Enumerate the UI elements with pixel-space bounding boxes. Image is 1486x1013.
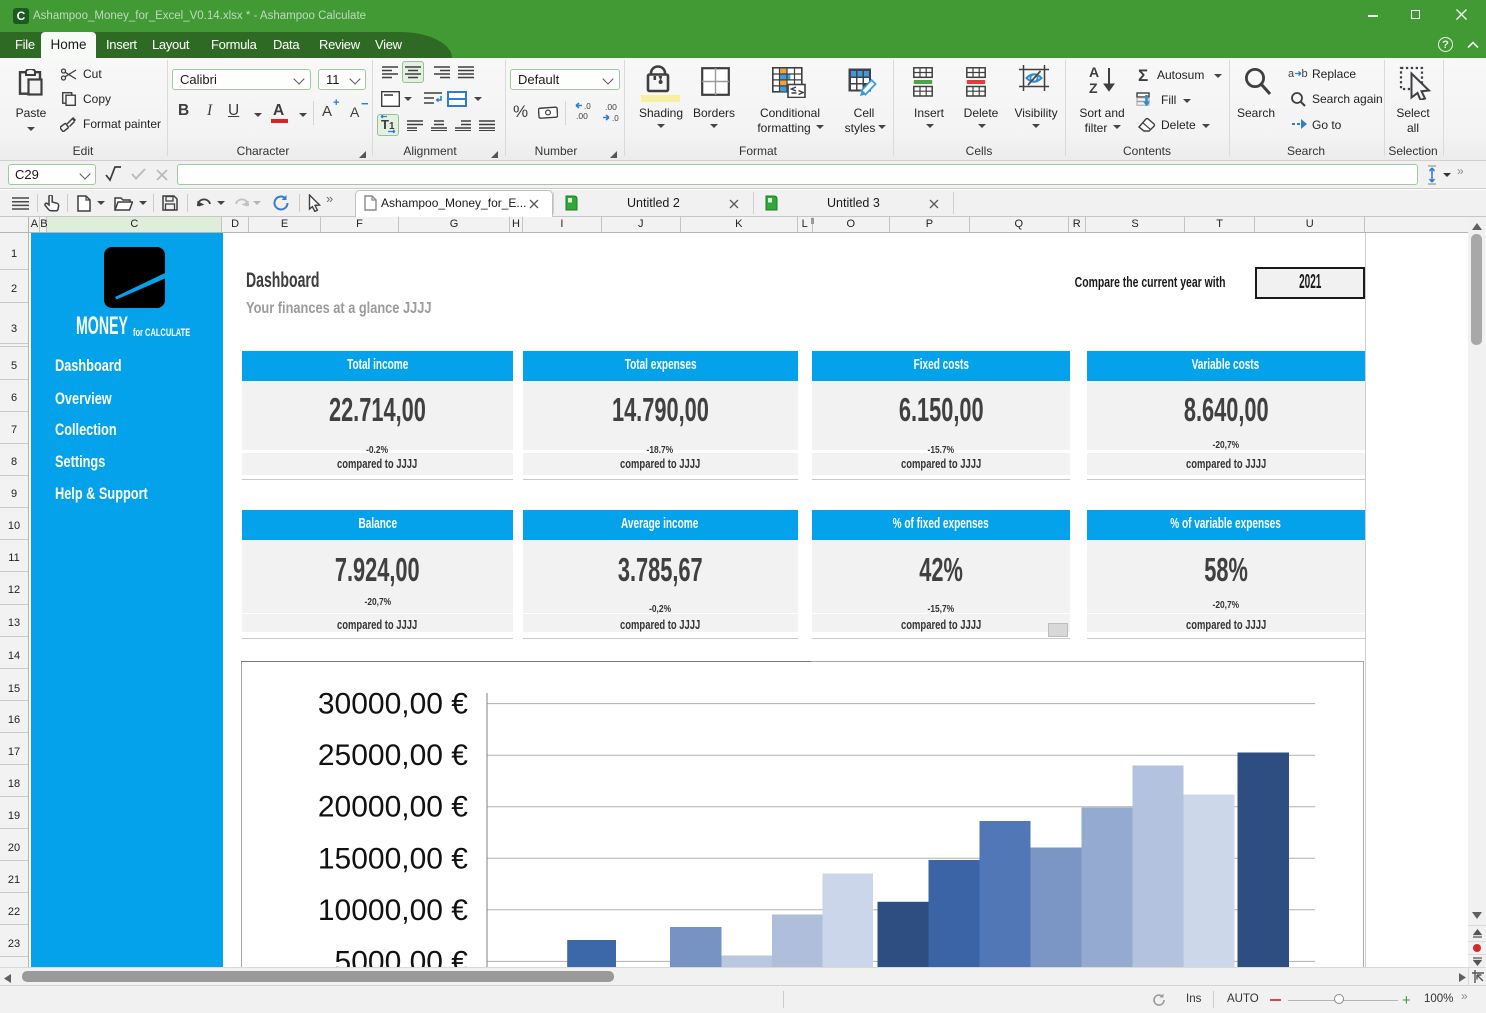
svg-text:Z: Z xyxy=(1089,80,1098,96)
svg-text:10000,00 €: 10000,00 € xyxy=(318,894,468,927)
svg-text:15000,00 €: 15000,00 € xyxy=(318,842,468,875)
svg-text:30000,00 €: 30000,00 € xyxy=(318,688,468,721)
svg-text:a: a xyxy=(1288,68,1295,80)
svg-text:A: A xyxy=(1089,64,1099,80)
svg-text:.00: .00 xyxy=(605,102,617,112)
svg-text:25000,00 €: 25000,00 € xyxy=(318,739,468,772)
svg-text:b: b xyxy=(1302,68,1308,80)
svg-text:.0: .0 xyxy=(612,114,619,122)
svg-text:5000,00 €: 5000,00 € xyxy=(335,945,469,967)
svg-text:.00: .00 xyxy=(576,111,588,121)
svg-text:20000,00 €: 20000,00 € xyxy=(318,791,468,824)
svg-text:.0: .0 xyxy=(584,102,591,111)
